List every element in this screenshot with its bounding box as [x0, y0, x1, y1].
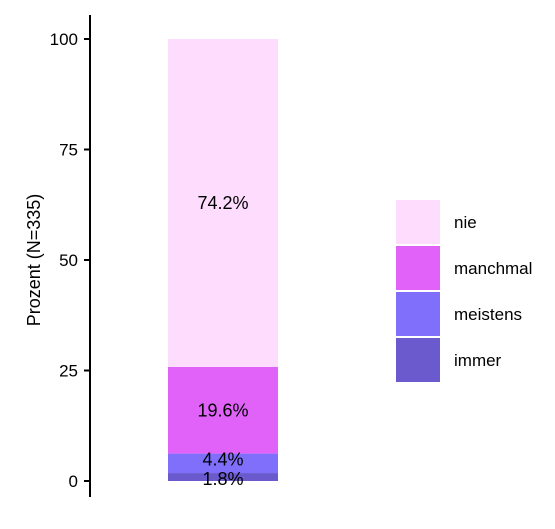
y-tick-label: 25 — [59, 362, 78, 381]
y-tick-label: 0 — [69, 472, 78, 491]
y-axis-title: Prozent (N=335) — [24, 194, 44, 327]
bar-segment-nie — [168, 39, 278, 367]
y-tick-label: 75 — [59, 141, 78, 160]
bar-label-meistens: 4.4% — [202, 450, 243, 470]
bar-label-manchmal: 19.6% — [197, 400, 248, 420]
legend-key-nie — [396, 200, 440, 244]
bar-label-immer: 1.8% — [202, 469, 243, 489]
legend-label-meistens: meistens — [454, 305, 522, 324]
legend-key-immer — [396, 338, 440, 382]
legend: nie manchmal meistens immer — [396, 200, 532, 382]
bar-segment-immer — [168, 473, 278, 481]
y-tick-label: 100 — [50, 30, 78, 49]
bar-segment-meistens — [168, 453, 278, 474]
bar-label-nie: 74.2% — [197, 193, 248, 213]
legend-label-nie: nie — [454, 213, 477, 232]
legend-label-immer: immer — [454, 351, 502, 370]
legend-label-manchmal: manchmal — [454, 259, 532, 278]
bar-segment-manchmal — [168, 366, 278, 454]
y-axis-ticks: 0 25 50 75 100 — [50, 30, 90, 491]
bar-labels: 1.8%4.4% 19.6% 74.2% — [197, 193, 248, 489]
y-tick-label: 50 — [59, 251, 78, 270]
bar-segments — [168, 39, 278, 481]
legend-key-meistens — [396, 292, 440, 336]
legend-key-manchmal — [396, 246, 440, 290]
